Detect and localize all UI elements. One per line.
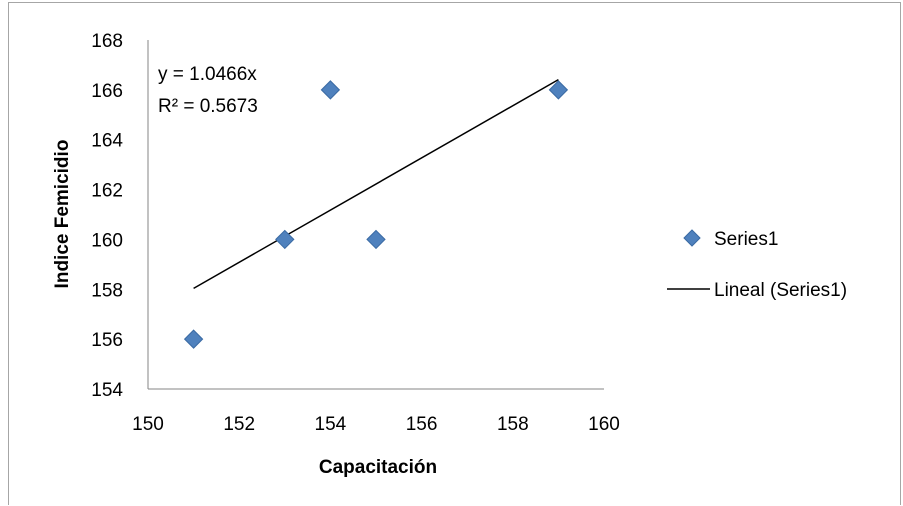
x-tick-label: 150 [132,414,164,435]
x-tick-labels: 150 152 154 156 158 160 [132,414,620,435]
trendline-equation: y = 1.0466x [158,64,257,85]
trendline [193,79,559,290]
chart-frame [8,2,901,505]
x-tick-label: 160 [588,414,620,435]
y-tick-label: 164 [91,131,123,152]
x-tick-label: 152 [223,414,255,435]
x-tick-label: 156 [406,414,438,435]
legend-series1-marker [683,229,701,247]
y-tick-label: 156 [91,330,123,351]
data-point-diamond [366,229,386,250]
data-point-diamond [548,80,569,100]
legend: Series1 Lineal (Series1) [667,229,847,301]
data-point-diamond [183,329,204,349]
r-squared-label: R² = 0.5673 [158,96,258,117]
y-tick-label: 166 [91,81,123,102]
data-points [183,80,569,349]
x-axis-title: Capacitación [319,457,437,478]
data-point-diamond [320,80,341,100]
x-tick-label: 154 [315,414,347,435]
y-tick-label: 160 [91,230,123,251]
x-tick-label: 158 [497,414,529,435]
axes [147,40,604,390]
y-tick-label: 168 [91,31,123,52]
data-point-diamond [275,229,295,250]
y-tick-label: 162 [91,181,123,202]
legend-series1-label: Series1 [714,229,778,250]
y-tick-label: 154 [91,380,123,401]
y-tick-labels: 154 156 158 160 162 164 166 168 [91,31,123,401]
legend-trendline-label: Lineal (Series1) [714,280,847,301]
y-axis-title: Indice Femicidio [52,140,73,289]
y-tick-label: 158 [91,280,123,301]
